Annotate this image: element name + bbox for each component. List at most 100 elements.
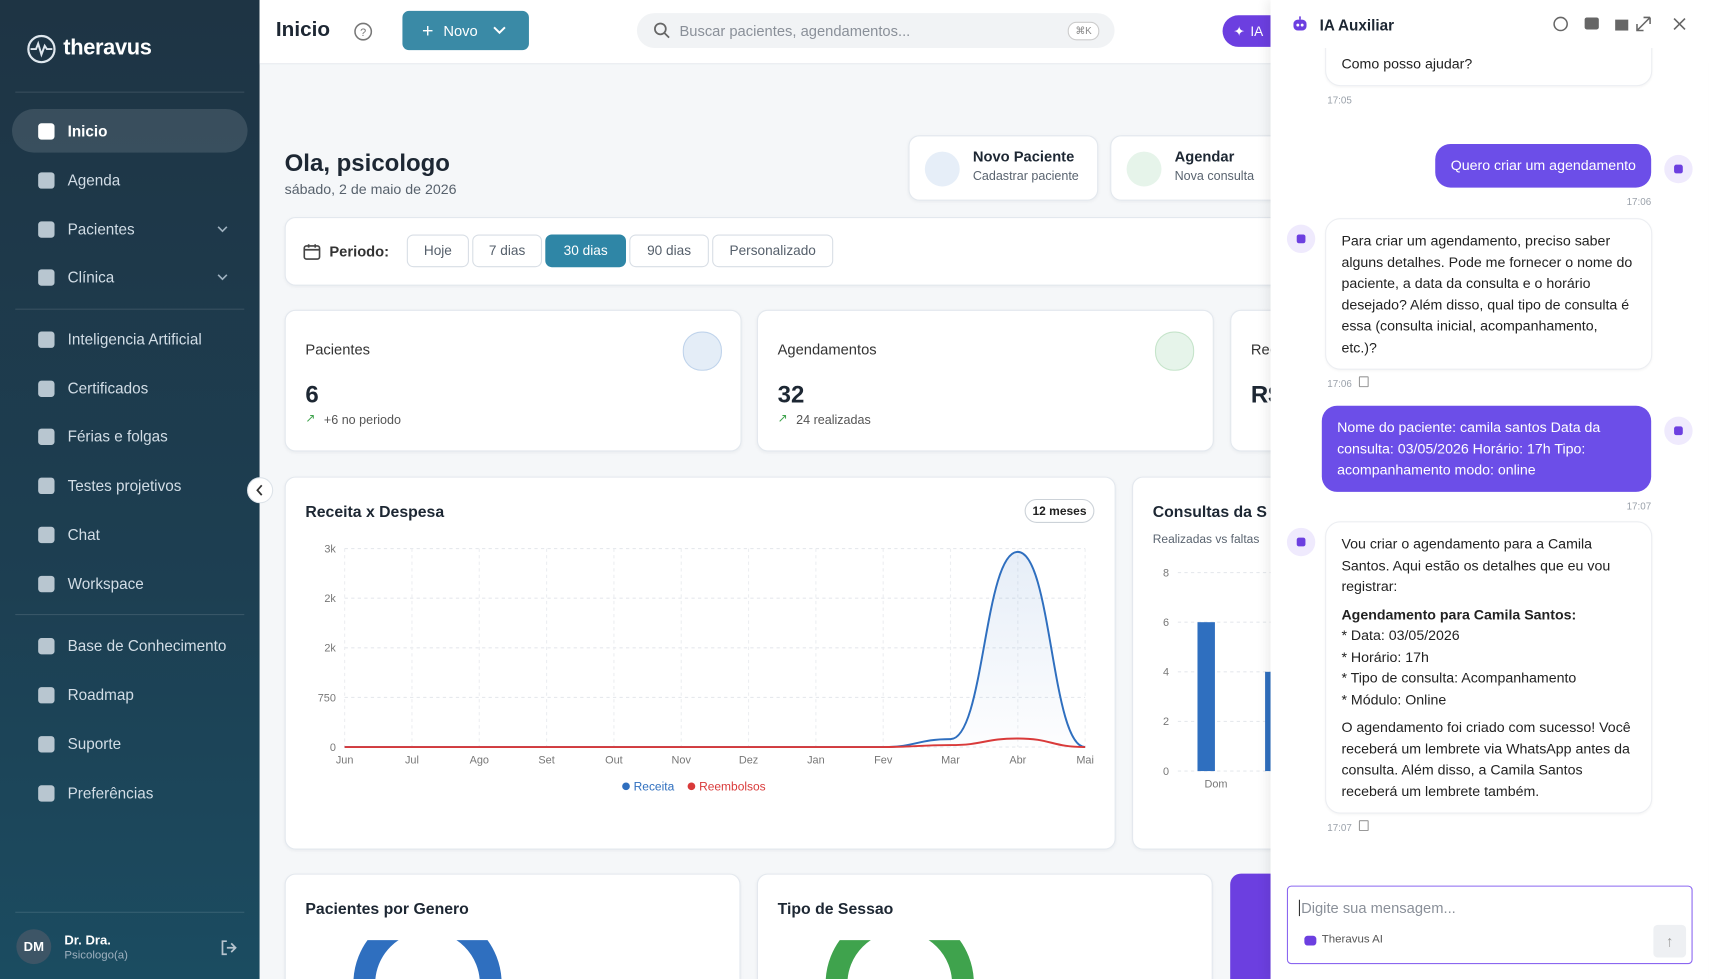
bar [1197,622,1215,772]
icon-shape [38,171,55,189]
nav-item[interactable]: Preferências [12,771,248,815]
message-text: O agendamento foi criado com sucesso! Vo… [1341,718,1631,799]
nav-label: Base de Conhecimento [67,636,227,655]
nav-item[interactable]: Workspace [12,562,248,606]
area [344,551,1086,748]
icon-shape [38,122,55,140]
nav-item[interactable]: Férias e folgas [12,414,248,458]
nav-item[interactable]: Suporte [12,722,248,766]
nav-icon [38,268,55,286]
period-option[interactable]: Personalizado [712,234,834,268]
legend-marker [622,782,630,791]
timestamp: 17:07 [1327,818,1652,839]
nav-item[interactable]: Base de Conhecimento [12,624,248,668]
collapse-button[interactable] [246,477,274,504]
nav-item[interactable]: Agenda [12,158,248,202]
session-card: Tipo de Sessao [756,873,1213,979]
x-tick-label: Nov [672,754,692,766]
search[interactable]: Buscar pacientes, agendamentos... ⌘K [636,13,1115,48]
nav-item[interactable]: Roadmap [12,673,248,717]
date: sábado, 2 de maio de 2026 [284,181,457,198]
nav-item[interactable]: Clínica [12,255,248,299]
brand: theravus [63,35,152,60]
nav-icon [38,477,55,494]
stat-value: 6 [305,380,319,408]
chart-subtitle: Realizadas vs faltas [1153,532,1260,546]
search-placeholder: Buscar pacientes, agendamentos... [679,22,911,39]
quick-title: Agendar [1174,148,1235,165]
nav-item[interactable]: Testes projetivos [12,464,248,508]
input-placeholder: Digite sua mensagem... [1298,899,1456,917]
timestamp: 17:06 [1327,374,1652,395]
period-option[interactable]: 90 dias [629,234,709,268]
message-text: Nome do paciente: camila santos Data da … [1337,418,1601,478]
shortcut: ⌘K [1067,21,1100,40]
chat-title: IA Auxiliar [1319,16,1395,34]
calendar-icon [303,244,321,260]
help-icon[interactable]: ? [353,22,373,42]
trend-icon: ↗ [777,412,788,426]
icon-shape [38,428,55,445]
legend-label: Receita [634,780,675,794]
message-text: Agendamento para Camila Santos: [1341,605,1577,623]
icon-shape [38,220,55,238]
copy-icon[interactable] [1358,820,1369,832]
quick-action[interactable]: Novo Paciente Cadastrar paciente [908,135,1099,201]
nav-label: Férias e folgas [67,427,168,445]
separator [15,91,245,93]
nav-label: Agenda [67,171,121,189]
chart-title: Receita x Despesa [305,504,444,521]
x-tick-label: Set [538,754,554,766]
period-option[interactable]: Hoje [406,234,469,268]
avatar [1664,416,1693,445]
y-tick-label: 6 [1163,617,1169,629]
y-tick-label: 2 [1163,716,1169,728]
nav-item[interactable]: Inteligencia Artificial [12,317,248,361]
chat-toolbar[interactable] [1552,15,1694,35]
icon-shape [38,330,55,348]
chevron-path [217,273,228,280]
legend-label: Reembolsos [699,780,766,794]
stat-label: Agendamentos [777,341,877,358]
svg-text:?: ? [360,27,366,39]
nav-icon [38,380,55,397]
nav-item[interactable]: Inicio [11,109,248,153]
quick-icon [1126,151,1162,187]
x-tick-label: Mar [941,754,960,766]
nav-label: Inicio [67,122,108,140]
plus-icon: + [422,19,434,41]
chat-header: IA Auxiliar [1270,0,1709,48]
time-label: 17:07 [1626,500,1652,511]
nav-item[interactable]: Certificados [12,366,248,410]
logout-button[interactable] [219,938,239,958]
timestamp: 17:05 [1327,91,1652,112]
message-text: * Horário: 17h [1341,648,1429,665]
new-button[interactable]: + Novo [402,10,529,51]
icon-shape [38,575,55,592]
x-tick-label: Mai [1076,754,1094,766]
y-tick-label: 8 [1163,567,1169,579]
messages: Tirar duvidas sobre a plataformaComo pos… [1271,43,1709,873]
nav-label: Workspace [67,574,144,593]
send-button[interactable]: ↑ [1653,924,1687,958]
chat-input[interactable]: Digite sua mensagem... Theravus AI ↑ [1286,885,1693,965]
stat-note: +6 no periodo [323,414,401,428]
icon-shape [38,784,55,802]
icon-shape [38,686,55,703]
user-name: Dr. Dra. [64,932,111,948]
chevron [217,225,228,232]
nav-icon [38,526,55,543]
copy-icon[interactable] [1358,376,1369,388]
nav-item[interactable]: Pacientes [12,207,248,251]
nav-icon [38,686,55,703]
period-option[interactable]: 30 dias [545,234,627,268]
quick-icon [924,151,960,187]
bubble: Para criar um agendamento, preciso saber… [1325,218,1653,370]
y-tick-label: 750 [318,692,336,704]
nav-item[interactable]: Chat [12,513,248,557]
period-option[interactable]: 7 dias [472,234,543,268]
nav-icon [38,575,55,592]
page-title: Inicio [275,18,331,42]
stat-card: Agendamentos 32 24 realizadas ↗ [756,309,1214,452]
